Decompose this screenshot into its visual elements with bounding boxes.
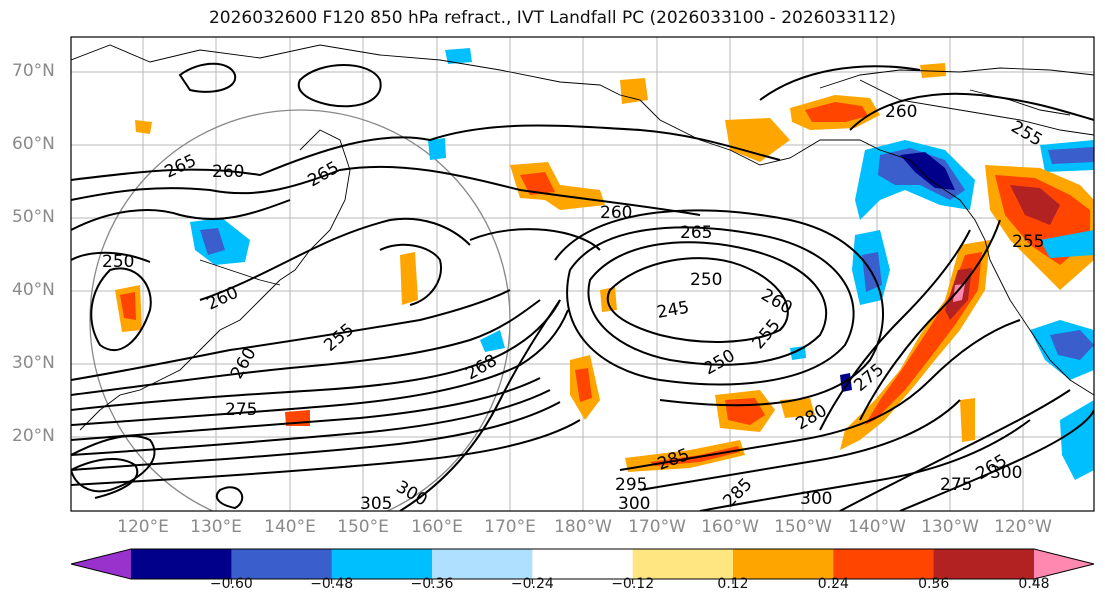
lon-label: 140°E <box>264 517 316 537</box>
colorbar-tick-label: 0.48 <box>1018 576 1050 592</box>
colorbar-segment <box>131 549 232 579</box>
colorbar-segment <box>733 549 834 579</box>
contour-label: 250 <box>102 252 134 272</box>
lat-label: 70°N <box>12 61 55 81</box>
colorbar-segment <box>432 549 533 579</box>
lon-label: 120°W <box>994 517 1052 537</box>
colorbar-tick-label: −0.24 <box>510 576 554 592</box>
contour-label: 260 <box>600 203 632 223</box>
lon-label: 120°E <box>117 517 169 537</box>
lat-label: 40°N <box>12 280 55 300</box>
coastlines <box>71 44 1094 431</box>
lon-label: 180°W <box>554 517 612 537</box>
lat-label: 20°N <box>12 426 55 446</box>
colorbar-tick-label: 0.12 <box>717 576 749 592</box>
colorbar-segment <box>331 549 433 579</box>
colorbar-outline <box>70 548 1095 580</box>
contour-label: 265 <box>680 223 712 243</box>
colorbar-tick-label: −0.48 <box>310 576 354 592</box>
colorbar-segment <box>231 549 333 579</box>
map-frame <box>70 36 1095 512</box>
contour-label: 295 <box>615 475 647 495</box>
colorbar-tick-label: −0.12 <box>611 576 655 592</box>
lon-label: 150°W <box>774 517 832 537</box>
map-title: 2026032600 F120 850 hPa refract., IVT La… <box>208 8 896 28</box>
lon-label: 170°W <box>628 517 686 537</box>
colorbar-segment <box>933 549 1035 579</box>
contour-label: 300 <box>618 494 650 514</box>
lon-label: 170°E <box>484 517 536 537</box>
colorbar-tick-label: 0.24 <box>817 576 849 592</box>
contour-label: 305 <box>360 494 392 514</box>
colorbar-tick-label: −0.36 <box>410 576 454 592</box>
contour-label: 260 <box>212 162 244 182</box>
colorbar-segment <box>532 549 634 579</box>
lon-label: 130°E <box>190 517 242 537</box>
contour-label: 275 <box>940 475 972 495</box>
lat-label: 30°N <box>12 353 55 373</box>
contour-label: 300 <box>800 489 832 509</box>
colorbar-extend-low <box>71 549 131 579</box>
lon-label: 160°E <box>411 517 463 537</box>
lon-label: 150°E <box>337 517 389 537</box>
colorbar-tick-label: 0.36 <box>918 576 950 592</box>
lon-label: 160°W <box>701 517 759 537</box>
contour-label: 300 <box>990 463 1022 483</box>
lon-label: 140°W <box>848 517 906 537</box>
contour-label: 260 <box>885 102 917 122</box>
contour-label: 255 <box>1012 232 1044 252</box>
colorbar-segment <box>833 549 935 579</box>
colorbar-segment <box>632 549 734 579</box>
graticule <box>71 37 1094 511</box>
colorbar-tick-label: −0.60 <box>209 576 253 592</box>
colorbar-extend-high <box>1034 549 1094 579</box>
lat-label: 50°N <box>12 207 55 227</box>
contour-label: 275 <box>225 400 257 420</box>
refractivity-contours <box>71 62 1094 511</box>
lat-label: 60°N <box>12 134 55 154</box>
contour-label: 250 <box>690 270 722 290</box>
lon-label: 130°W <box>921 517 979 537</box>
